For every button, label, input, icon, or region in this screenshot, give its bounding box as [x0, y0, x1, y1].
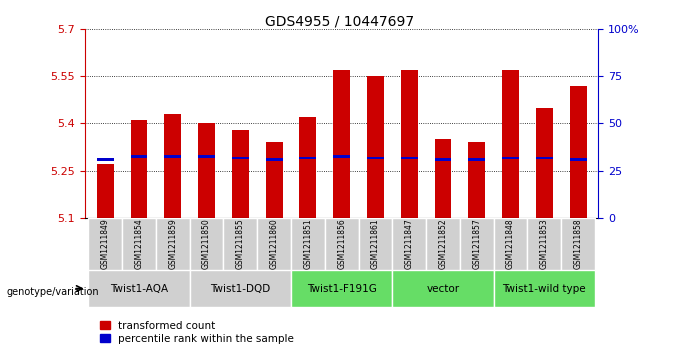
Bar: [232, 157, 249, 159]
Bar: [401, 70, 418, 218]
Bar: [469, 159, 486, 161]
Legend: transformed count, percentile rank within the sample: transformed count, percentile rank withi…: [101, 321, 294, 344]
Bar: [232, 130, 249, 218]
Bar: [190, 218, 224, 270]
Bar: [97, 159, 114, 161]
Bar: [561, 218, 595, 270]
Bar: [122, 218, 156, 270]
Text: GDS4955 / 10447697: GDS4955 / 10447697: [265, 15, 415, 29]
Bar: [257, 218, 291, 270]
Text: genotype/variation: genotype/variation: [7, 287, 99, 297]
Text: GSM1211856: GSM1211856: [337, 219, 346, 269]
Bar: [469, 142, 486, 218]
Bar: [570, 86, 587, 218]
Bar: [401, 157, 418, 159]
Text: Twist1-F191G: Twist1-F191G: [307, 284, 377, 294]
Bar: [299, 117, 316, 218]
Bar: [165, 155, 182, 158]
Bar: [367, 157, 384, 159]
Bar: [88, 270, 190, 307]
Bar: [435, 139, 452, 218]
Text: GSM1211848: GSM1211848: [506, 219, 515, 269]
Text: Twist1-AQA: Twist1-AQA: [110, 284, 168, 294]
Bar: [528, 218, 561, 270]
Bar: [198, 155, 215, 158]
Text: Twist1-wild type: Twist1-wild type: [503, 284, 586, 294]
Bar: [266, 142, 283, 218]
Text: GSM1211860: GSM1211860: [270, 219, 279, 269]
Text: GSM1211858: GSM1211858: [574, 219, 583, 269]
Bar: [325, 218, 358, 270]
Bar: [333, 70, 350, 218]
Bar: [494, 218, 528, 270]
Text: GSM1211847: GSM1211847: [405, 219, 413, 269]
Bar: [367, 76, 384, 218]
Text: GSM1211853: GSM1211853: [540, 219, 549, 269]
Text: GSM1211855: GSM1211855: [236, 219, 245, 269]
Bar: [88, 218, 122, 270]
Bar: [536, 108, 553, 218]
Bar: [97, 164, 114, 218]
Bar: [536, 157, 553, 159]
Bar: [266, 159, 283, 161]
Text: GSM1211849: GSM1211849: [101, 219, 109, 269]
Bar: [224, 218, 257, 270]
Text: GSM1211854: GSM1211854: [135, 219, 143, 269]
Bar: [435, 159, 452, 161]
Text: Twist1-DQD: Twist1-DQD: [210, 284, 271, 294]
Text: GSM1211850: GSM1211850: [202, 219, 211, 269]
Bar: [502, 157, 519, 159]
Text: vector: vector: [426, 284, 460, 294]
Bar: [165, 114, 182, 218]
Bar: [333, 155, 350, 158]
Text: GSM1211861: GSM1211861: [371, 219, 380, 269]
Bar: [156, 218, 190, 270]
Bar: [131, 120, 148, 218]
Text: GSM1211852: GSM1211852: [439, 219, 447, 269]
Bar: [299, 157, 316, 159]
Bar: [358, 218, 392, 270]
Text: GSM1211859: GSM1211859: [169, 219, 177, 269]
Bar: [460, 218, 494, 270]
Bar: [131, 155, 148, 158]
Bar: [198, 123, 215, 218]
Text: GSM1211857: GSM1211857: [473, 219, 481, 269]
Bar: [392, 218, 426, 270]
Bar: [426, 218, 460, 270]
Bar: [502, 70, 519, 218]
Bar: [190, 270, 291, 307]
Bar: [494, 270, 595, 307]
Text: GSM1211851: GSM1211851: [303, 219, 312, 269]
Bar: [392, 270, 494, 307]
Bar: [291, 218, 325, 270]
Bar: [570, 159, 587, 161]
Bar: [291, 270, 392, 307]
